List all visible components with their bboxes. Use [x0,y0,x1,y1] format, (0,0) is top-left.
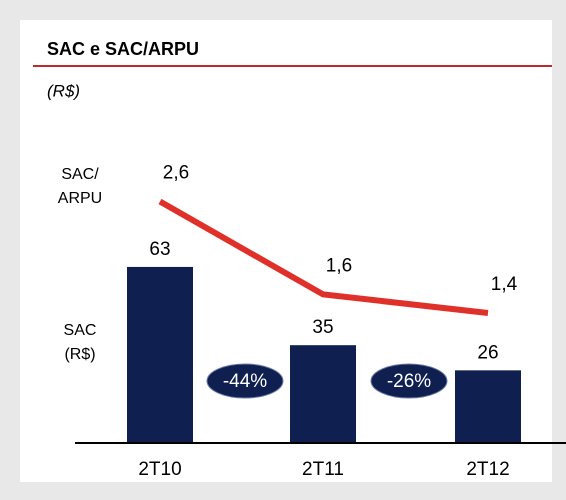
series-label: SAC/ [61,166,99,183]
line-value-label: 2,6 [163,163,189,184]
x-tick-label: 2T11 [302,459,344,480]
series-label: ARPU [58,190,102,207]
series-label: SAC [64,322,97,339]
bar-value-label: 35 [312,317,333,338]
bar [127,266,193,443]
chart-subtitle: (R$) [47,81,80,100]
annotation: -44% [223,371,267,392]
bar-value-label: 63 [149,239,170,260]
annotation: -26% [387,371,431,392]
x-tick-label: 2T10 [138,459,181,480]
bar [290,345,356,443]
bar-value-label: 26 [477,342,498,363]
line-value-label: 1,6 [326,255,352,276]
annotation-badge [206,363,284,399]
x-tick-label: 2T12 [466,459,509,480]
bar [455,370,521,443]
chart-title: SAC e SAC/ARPU [47,39,199,59]
line [158,198,489,316]
series-label: (R$) [64,346,95,363]
annotation-badge [370,363,448,399]
line-value-label: 1,4 [491,274,518,295]
